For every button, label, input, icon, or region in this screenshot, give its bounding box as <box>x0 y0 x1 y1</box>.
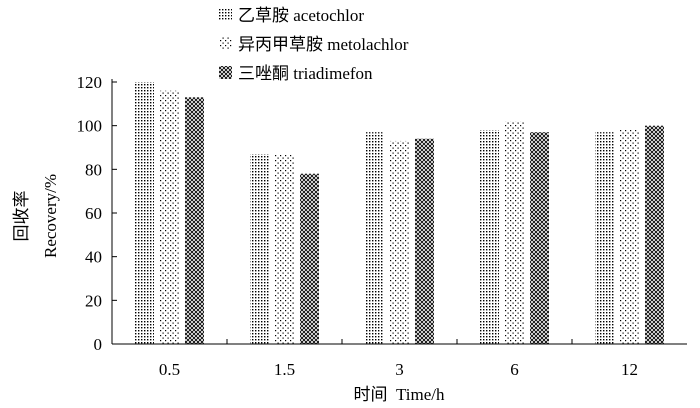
y-tick-label: 60 <box>85 204 102 223</box>
x-ticks: 0.5 1.5 3 6 12 <box>159 339 638 379</box>
bar-series-2-0.5 <box>160 90 179 344</box>
bar-series-2-12 <box>620 130 639 344</box>
legend-label: 三唑酮 triadimefon <box>238 64 373 83</box>
bar-series-3-6 <box>530 132 549 344</box>
bar-series-1-3 <box>365 132 384 344</box>
bar-series-1-1.5 <box>250 154 269 344</box>
y-tick-label: 0 <box>94 335 103 354</box>
legend-swatch <box>219 37 232 50</box>
y-tick-label: 40 <box>85 248 102 267</box>
bar-series-2-1.5 <box>275 154 294 344</box>
bar-series-2-3 <box>390 140 409 344</box>
bar-series-3-3 <box>415 138 434 344</box>
bar-series-2-6 <box>505 121 524 344</box>
y-ticks: 0 20 40 60 80 100 120 <box>77 73 117 354</box>
bar-series-3-0.5 <box>185 97 204 345</box>
x-axis-title: 时间 Time/h <box>353 385 445 404</box>
x-tick-label: 1.5 <box>274 360 295 379</box>
legend-label: 异丙甲草胺 metolachlor <box>238 35 409 54</box>
x-tick-label: 3 <box>395 360 404 379</box>
x-tick-label: 6 <box>510 360 519 379</box>
legend-swatch <box>219 66 232 79</box>
bar-series-1-0.5 <box>135 82 154 344</box>
y-tick-label: 100 <box>77 117 103 136</box>
y-axis-title-english: Recovery/% <box>41 174 60 258</box>
y-tick-label: 120 <box>77 73 103 92</box>
legend-swatch <box>219 8 232 21</box>
bars-group <box>135 82 664 345</box>
bar-series-1-6 <box>480 130 499 344</box>
x-tick-label: 12 <box>621 360 638 379</box>
bar-series-3-1.5 <box>300 173 319 344</box>
x-tick-label: 0.5 <box>159 360 180 379</box>
y-axis-title-chinese: 回收率 <box>12 191 31 242</box>
legend-label: 乙草胺 acetochlor <box>238 6 364 25</box>
bar-series-1-12 <box>595 132 614 344</box>
legend: 乙草胺 acetochlor 异丙甲草胺 metolachlor 三唑酮 triad… <box>219 6 409 83</box>
y-tick-label: 80 <box>85 160 102 179</box>
bar-series-3-12 <box>645 125 664 345</box>
y-tick-label: 20 <box>85 291 102 310</box>
